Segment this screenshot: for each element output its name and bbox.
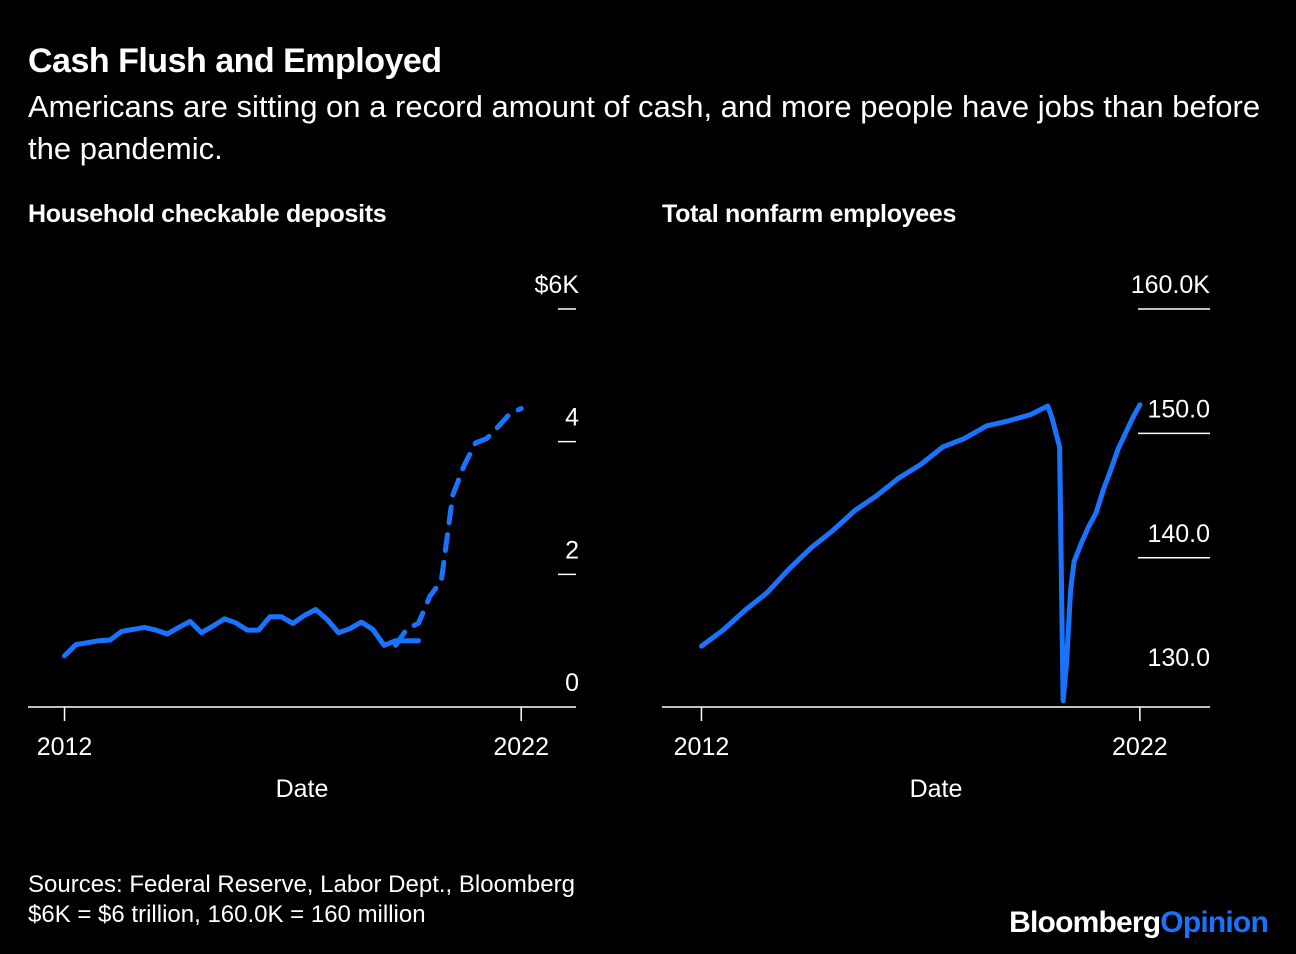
bloomberg-opinion-logo: BloombergOpinion	[1009, 906, 1269, 940]
employees-y-tick-label: 150.0	[1147, 395, 1210, 423]
employees-y-tick-label: 140.0	[1147, 520, 1210, 548]
deposits-series-line-dashed	[393, 406, 524, 648]
employees-series-line-solid	[699, 402, 1143, 704]
sources-note: Sources: Federal Reserve, Labor Dept., B…	[28, 871, 575, 898]
deposits-y-tick-label: $6K	[535, 271, 580, 299]
units-note: $6K = $6 trillion, 160.0K = 160 million	[28, 901, 426, 928]
deposits-y-tick-label: 0	[565, 669, 579, 697]
deposits-series-line-solid	[62, 607, 421, 659]
deposits-y-tick-label: 4	[565, 404, 579, 432]
panel-title-employees: Total nonfarm employees	[662, 200, 957, 228]
brand-bloomberg: Bloomberg	[1009, 906, 1161, 939]
employees-x-axis-label: Date	[910, 775, 963, 803]
chart-title: Cash Flush and Employed	[28, 42, 442, 80]
chart-subtitle: Americans are sitting on a record amount…	[28, 89, 1261, 166]
deposits-x-axis-label: Date	[276, 775, 329, 803]
employees-y-tick-label: 160.0K	[1131, 271, 1211, 299]
employees-x-tick-label: 2012	[674, 733, 730, 761]
employees-y-tick-label: 130.0	[1147, 644, 1210, 672]
footer: Sources: Federal Reserve, Labor Dept., B…	[28, 870, 575, 930]
brand-opinion: Opinion	[1160, 906, 1269, 939]
deposits-y-tick-label: 2	[565, 536, 579, 564]
deposits-x-tick-label: 2012	[37, 733, 93, 761]
employees-x-tick-label: 2022	[1112, 733, 1168, 761]
panel-title-deposits: Household checkable deposits	[28, 200, 387, 228]
deposits-x-tick-label: 2022	[493, 733, 549, 761]
